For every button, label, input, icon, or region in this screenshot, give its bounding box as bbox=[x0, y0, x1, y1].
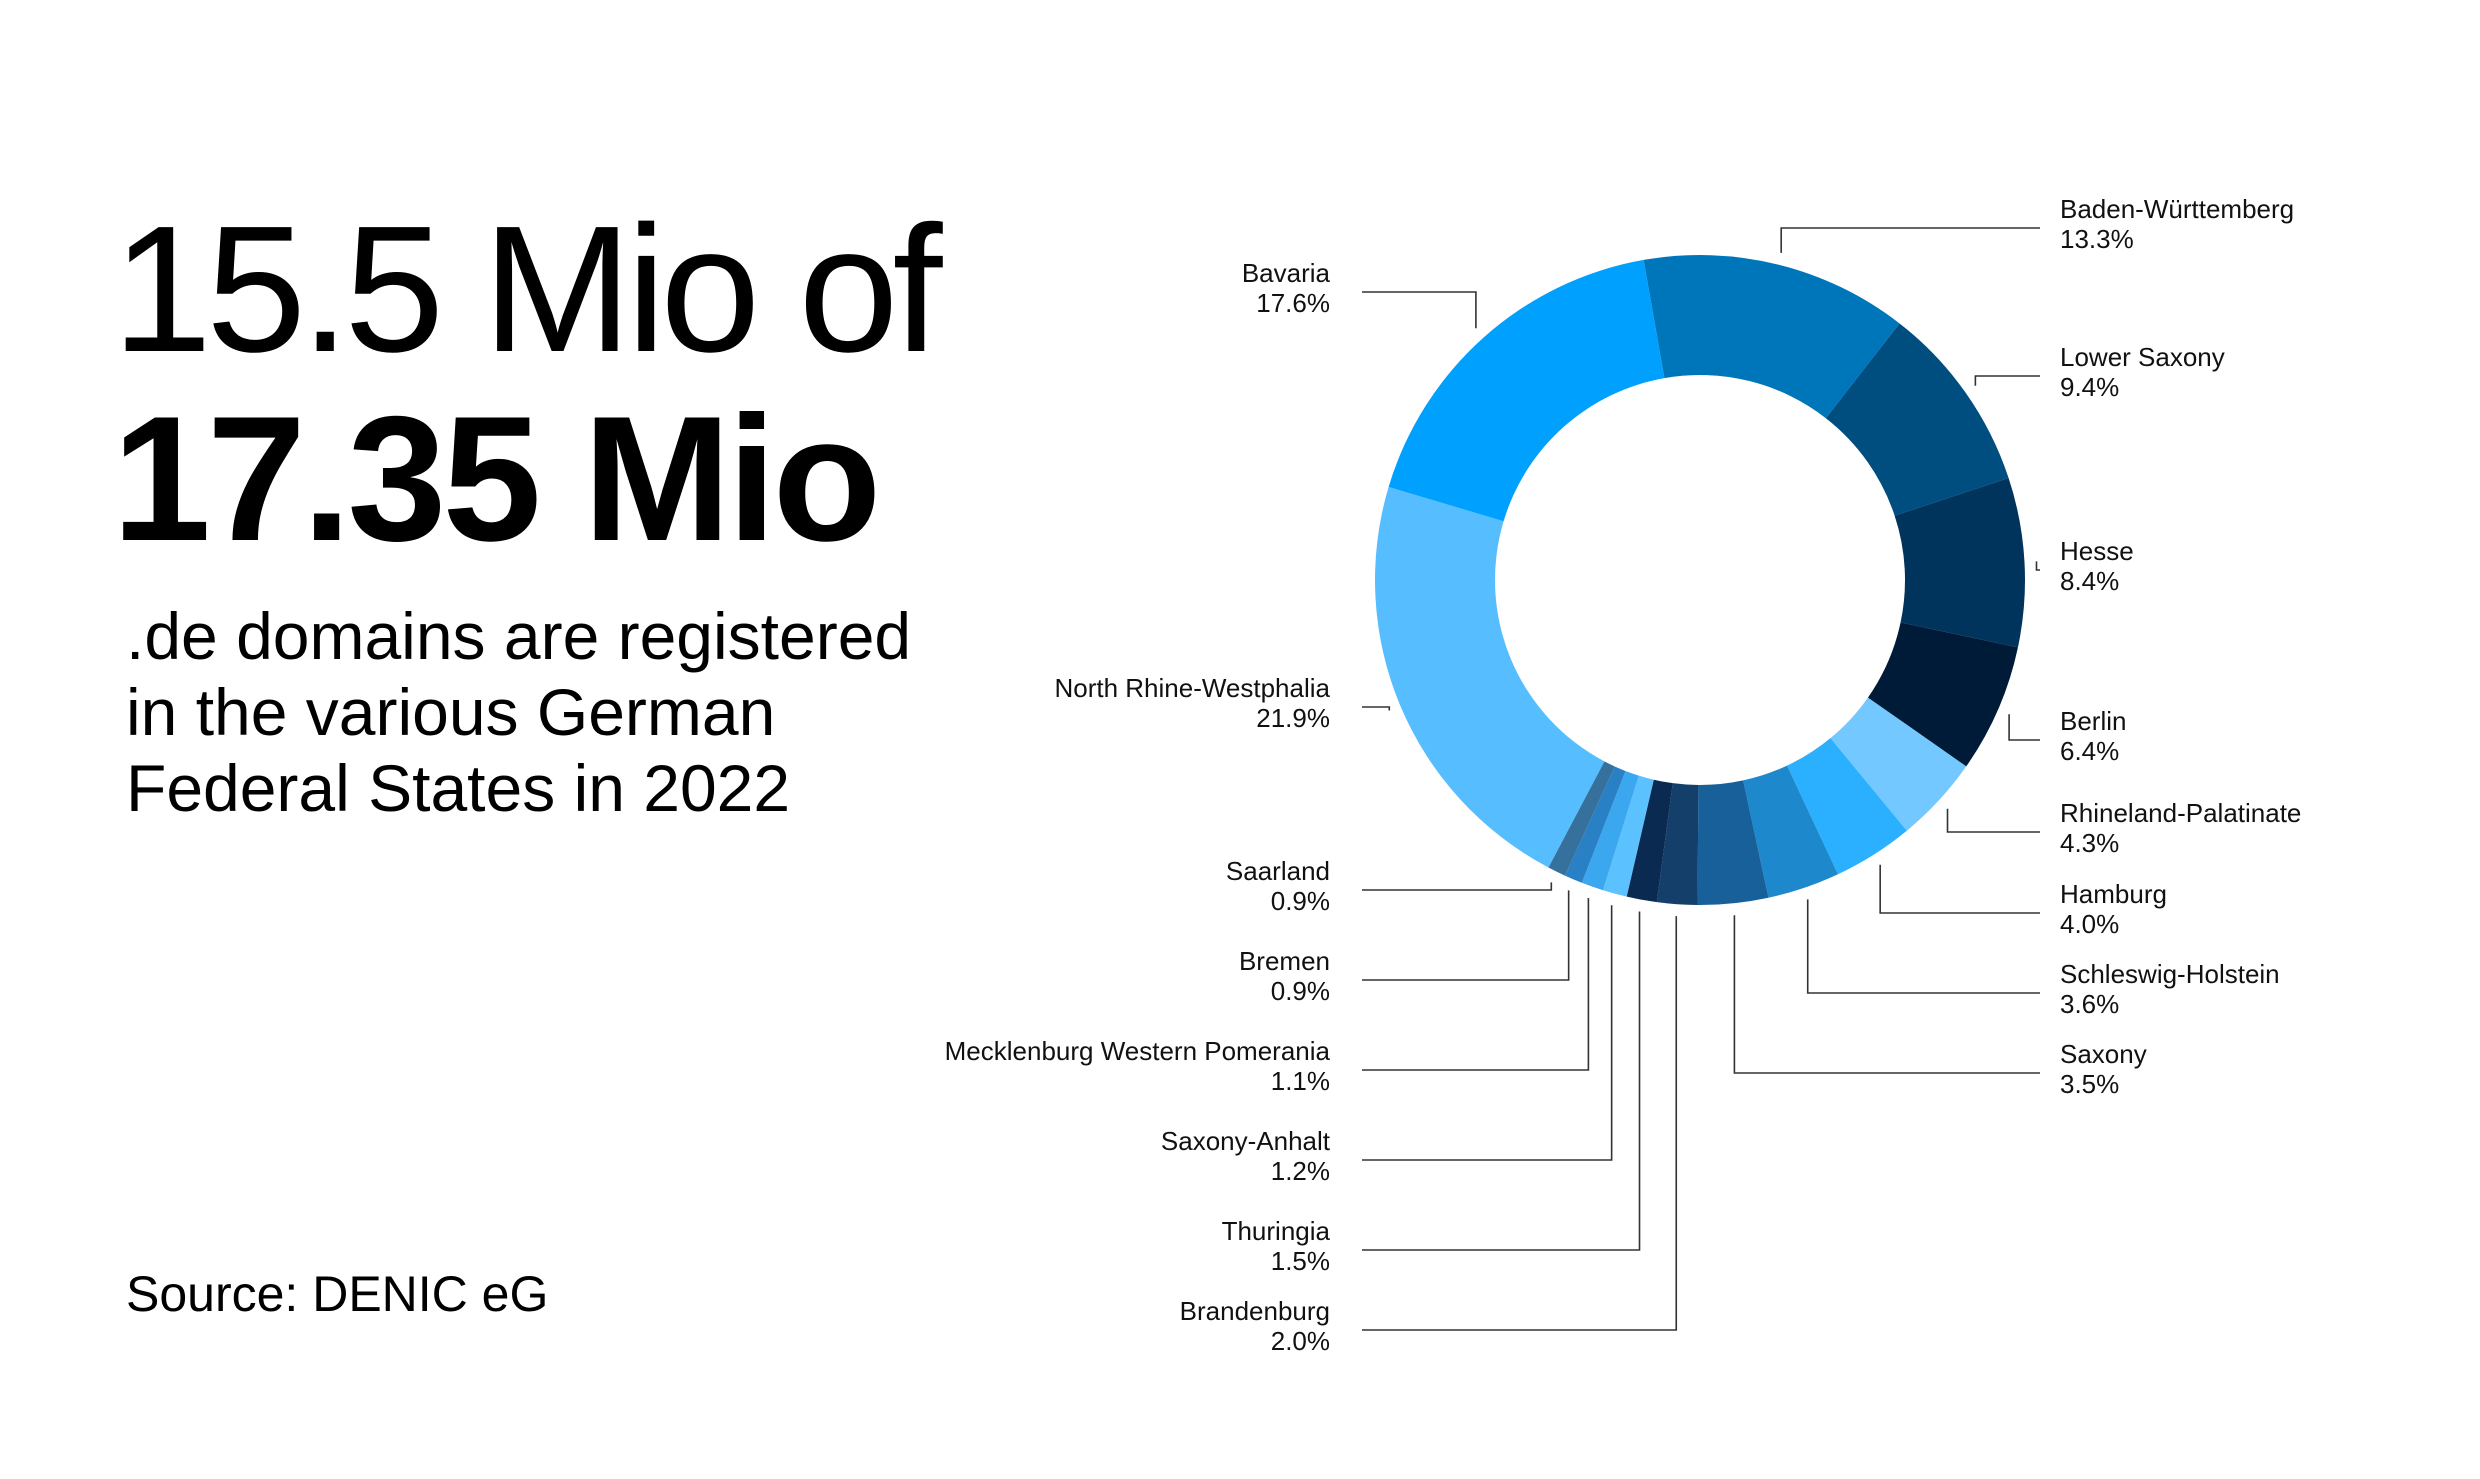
leader-line-saxony-anhalt bbox=[1362, 905, 1613, 1161]
leader-line-hamburg bbox=[1879, 864, 2040, 914]
leader-line-north-rhine-westphalia bbox=[1362, 706, 1391, 711]
value-label-saxony: 3.5% bbox=[2060, 1069, 2119, 1099]
value-label-north-rhine-westphalia: 21.9% bbox=[1256, 703, 1330, 733]
value-label-schleswig-holstein: 3.6% bbox=[2060, 989, 2119, 1019]
leader-line-bavaria bbox=[1362, 291, 1477, 329]
leader-line-schleswig-holstein bbox=[1806, 899, 2040, 994]
value-label-brandenburg: 2.0% bbox=[1271, 1326, 1330, 1356]
label-bavaria: Bavaria bbox=[1242, 258, 1331, 288]
subtitle-line: in the various German bbox=[126, 675, 776, 749]
slice-saxony bbox=[1697, 780, 1769, 905]
value-label-rhineland-palatinate: 4.3% bbox=[2060, 828, 2119, 858]
leader-line-hesse bbox=[2035, 561, 2040, 571]
leader-line-thuringia bbox=[1362, 911, 1641, 1251]
value-label-saarland: 0.9% bbox=[1271, 886, 1330, 916]
slice-bavaria bbox=[1388, 259, 1665, 522]
donut-slices bbox=[1375, 254, 2025, 905]
label-berlin: Berlin bbox=[2060, 706, 2126, 736]
leader-line-saxony bbox=[1733, 915, 2040, 1074]
label-hamburg: Hamburg bbox=[2060, 879, 2167, 909]
slice-berlin bbox=[1867, 622, 2018, 767]
label-mecklenburg-western-pomerania: Mecklenburg Western Pomerania bbox=[945, 1036, 1331, 1066]
slice-schleswig-holstein bbox=[1743, 765, 1838, 898]
value-label-berlin: 6.4% bbox=[2060, 736, 2119, 766]
label-rhineland-palatinate: Rhineland-Palatinate bbox=[2060, 798, 2301, 828]
value-label-hamburg: 4.0% bbox=[2060, 909, 2119, 939]
value-label-hesse: 8.4% bbox=[2060, 566, 2119, 596]
label-north-rhine-westphalia: North Rhine-Westphalia bbox=[1054, 673, 1330, 703]
subtitle-line: Federal States in 2022 bbox=[126, 751, 791, 825]
value-label-thuringia: 1.5% bbox=[1271, 1246, 1330, 1276]
subtitle-line: .de domains are registered bbox=[126, 599, 912, 673]
label-saxony-anhalt: Saxony-Anhalt bbox=[1161, 1126, 1331, 1156]
slice-hamburg bbox=[1787, 738, 1907, 875]
slice-north-rhine-westphalia bbox=[1375, 486, 1605, 868]
label-saxony: Saxony bbox=[2060, 1039, 2147, 1069]
slice-bremen bbox=[1564, 766, 1626, 883]
slice-saarland bbox=[1548, 761, 1615, 876]
label-brandenburg: Brandenburg bbox=[1180, 1296, 1330, 1326]
slice-mecklenburg-western-pomerania bbox=[1581, 770, 1639, 891]
subtitle: .de domains are registered in the variou… bbox=[126, 598, 1026, 826]
leader-line-brandenburg bbox=[1362, 916, 1678, 1331]
leader-line-lower-saxony bbox=[1974, 375, 2040, 386]
leader-line-saarland bbox=[1362, 882, 1553, 891]
value-label-mecklenburg-western-pomerania: 1.1% bbox=[1271, 1066, 1330, 1096]
label-bremen: Bremen bbox=[1239, 946, 1330, 976]
leader-line-rhineland-palatinate bbox=[1946, 808, 2040, 833]
leader-lines bbox=[1362, 227, 2040, 1331]
slice-lower-saxony bbox=[1825, 323, 2009, 516]
slice-brandenburg bbox=[1656, 783, 1699, 905]
headline-light: 15.5 Mio of bbox=[112, 189, 943, 390]
value-label-lower-saxony: 9.4% bbox=[2060, 372, 2119, 402]
label-lower-saxony: Lower Saxony bbox=[2060, 342, 2225, 372]
leader-line-berlin bbox=[2008, 714, 2040, 741]
slice-rhineland-palatinate bbox=[1830, 697, 1967, 831]
label-thuringia: Thuringia bbox=[1222, 1216, 1331, 1246]
leader-line-baden-w-rttemberg bbox=[1780, 227, 2040, 253]
label-schleswig-holstein: Schleswig-Holstein bbox=[2060, 959, 2280, 989]
slice-hesse bbox=[1894, 478, 2025, 648]
label-hesse: Hesse bbox=[2060, 536, 2134, 566]
slice-saxony-anhalt bbox=[1603, 775, 1654, 897]
leader-line-bremen bbox=[1362, 890, 1570, 981]
leader-line-mecklenburg-western-pomerania bbox=[1362, 897, 1590, 1071]
slice-thuringia bbox=[1626, 779, 1673, 903]
source-note: Source: DENIC eG bbox=[126, 1266, 549, 1322]
label-saarland: Saarland bbox=[1226, 856, 1330, 886]
label-baden-w-rttemberg: Baden-Württemberg bbox=[2060, 194, 2294, 224]
value-label-saxony-anhalt: 1.2% bbox=[1271, 1156, 1330, 1186]
slice-baden-w-rttemberg bbox=[1643, 254, 1900, 419]
value-label-bavaria: 17.6% bbox=[1256, 288, 1330, 318]
value-label-baden-w-rttemberg: 13.3% bbox=[2060, 224, 2134, 254]
headline-bold: 17.35 Mio bbox=[112, 379, 881, 578]
value-label-bremen: 0.9% bbox=[1271, 976, 1330, 1006]
